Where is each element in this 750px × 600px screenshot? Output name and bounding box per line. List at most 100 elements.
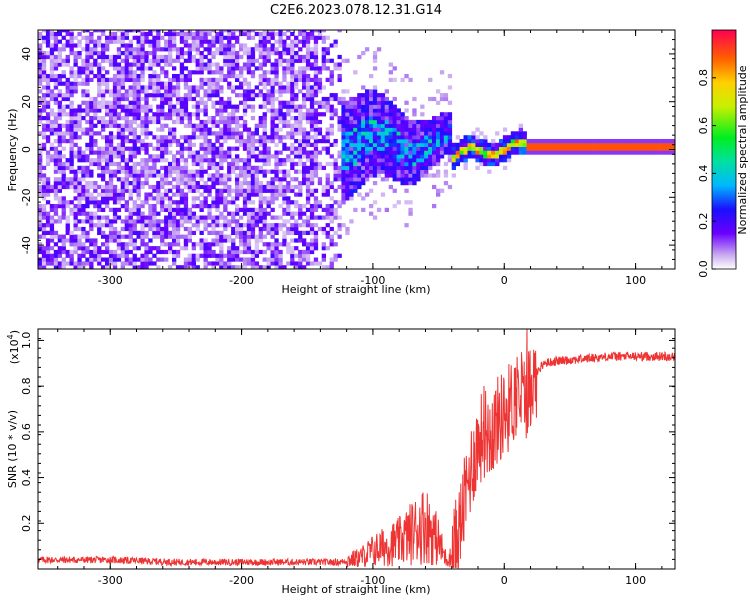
heatmap-cell-2288 [239, 100, 244, 105]
heatmap-cell-1398 [160, 165, 165, 170]
heatmap-cell-2705 [278, 223, 283, 228]
heatmap-cell-99 [45, 242, 51, 247]
heatmap-cell-859 [112, 100, 118, 105]
heatmap-cell-926 [120, 226, 125, 232]
heatmap-cell-359 [69, 211, 74, 216]
heatmap-cell-2396 [250, 261, 256, 266]
heatmap-cell-2861 [290, 47, 295, 52]
heatmap-cell-3786 [412, 123, 417, 128]
heatmap-cell-2092 [223, 223, 228, 228]
heatmap-cell-879 [116, 234, 122, 239]
heatmap-cell-3605 [380, 119, 386, 125]
heatmap-cell-394 [69, 39, 74, 44]
heatmap-cell-186 [53, 230, 59, 235]
heatmap-cell-260 [57, 93, 62, 98]
heatmap-cell-644 [93, 96, 98, 102]
heatmap-cell-2236 [235, 173, 240, 178]
heatmap-cell-1629 [179, 100, 185, 105]
heatmap-cell-308 [61, 62, 66, 67]
heatmap-cell-13 [38, 204, 43, 209]
heatmap-cell-2653 [274, 265, 279, 269]
heatmap-cell-3799 [416, 146, 421, 151]
heatmap-cell-2553 [262, 81, 267, 86]
heatmap-cell-798 [108, 184, 114, 190]
heatmap-cell-3845 [428, 146, 433, 151]
heatmap-cell-836 [112, 226, 118, 232]
heatmap-cell-897 [116, 127, 122, 132]
heatmap-cell-4010 [487, 161, 492, 167]
heatmap-cell-1152 [136, 54, 141, 60]
heatmap-cell-1753 [191, 154, 196, 159]
heatmap-cell-536 [85, 200, 90, 205]
heatmap-cell-4107 [554, 146, 559, 151]
heatmap-cell-158 [49, 127, 55, 132]
heatmap-cell-1162 [140, 253, 145, 258]
heatmap-cell-4097 [542, 139, 547, 144]
heatmap-cell-472 [77, 116, 82, 121]
heatmap-cell-1495 [168, 104, 173, 109]
heatmap-cell-3251 [329, 104, 334, 109]
heatmap-cell-398 [73, 265, 78, 269]
heatmap-cell-3676 [392, 127, 397, 132]
heatmap-cell-2311 [242, 207, 248, 212]
heatmap-cell-325 [65, 184, 70, 190]
heatmap-cell-4157 [601, 139, 606, 144]
heatmap-cell-1253 [144, 31, 149, 37]
heatmap-cell-2598 [266, 58, 271, 63]
heatmap-cell-550 [85, 127, 90, 132]
heatmap-cell-822 [108, 62, 114, 67]
heatmap-cell-1793 [195, 127, 200, 132]
heatmap-cell-4049 [506, 142, 512, 147]
heatmap-cell-3612 [380, 93, 386, 98]
heatmap-cell-802 [108, 169, 114, 174]
heatmap-cell-3772 [412, 177, 417, 182]
heatmap-cell-346 [65, 54, 70, 60]
heatmap-cell-1034 [128, 158, 133, 163]
heatmap-cell-1519 [172, 234, 177, 239]
heatmap-cell-1524 [172, 215, 177, 220]
heatmap-cell-1682 [183, 66, 189, 71]
heatmap-cell-2928 [298, 146, 303, 151]
heatmap-cell-1293 [152, 261, 157, 266]
heatmap-cell-4061 [514, 139, 520, 144]
heatmap-cell-4183 [629, 146, 634, 151]
heatmap-cell-1340 [156, 234, 161, 239]
heatmap-cell-3664 [392, 173, 397, 178]
heatmap-cell-2538 [262, 146, 267, 151]
heatmap-cell-3549 [372, 131, 378, 136]
heatmap-cell-3254 [329, 81, 334, 86]
heatmap-cell-2819 [290, 261, 295, 266]
heatmap-cell-2071 [219, 100, 224, 105]
heatmap-cell-2072 [219, 96, 224, 102]
heatmap-cell-2731 [278, 58, 283, 63]
heatmap-cell-2837 [290, 150, 295, 155]
heatmap-cell-4070 [518, 127, 523, 132]
heatmap-cell-2756 [282, 161, 287, 167]
heatmap-cell-474 [77, 108, 82, 113]
heatmap-cell-937 [120, 158, 125, 163]
heatmap-cell-3658 [388, 77, 393, 82]
heatmap-cell-3788 [412, 112, 417, 117]
heatmap-cell-201 [53, 154, 59, 159]
heatmap-cell-2561 [262, 47, 267, 52]
heatmap-cell-2696 [274, 39, 279, 44]
heatmap-cell-2983 [302, 77, 307, 82]
heatmap-cell-415 [73, 181, 78, 186]
heatmap-cell-3294 [337, 173, 342, 178]
heatmap-cell-1907 [207, 242, 212, 247]
heatmap-cell-2250 [235, 104, 240, 109]
heatmap-cell-3825 [424, 169, 429, 174]
heatmap-cell-3140 [317, 226, 323, 232]
heatmap-cell-2122 [223, 51, 228, 56]
heatmap-cell-48 [41, 265, 47, 269]
heatmap-cell-3593 [380, 165, 386, 170]
heatmap-cell-3863 [432, 142, 437, 147]
heatmap-cell-399 [73, 261, 78, 266]
heatmap-cell-3885 [436, 127, 441, 132]
heatmap-cell-3875 [436, 169, 441, 174]
heatmap-cell-2768 [282, 85, 287, 90]
heatmap-cell-864 [112, 81, 118, 86]
heatmap-cell-3588 [376, 93, 382, 98]
heatmap-cell-1621 [179, 146, 185, 151]
heatmap-cell-546 [85, 154, 90, 159]
